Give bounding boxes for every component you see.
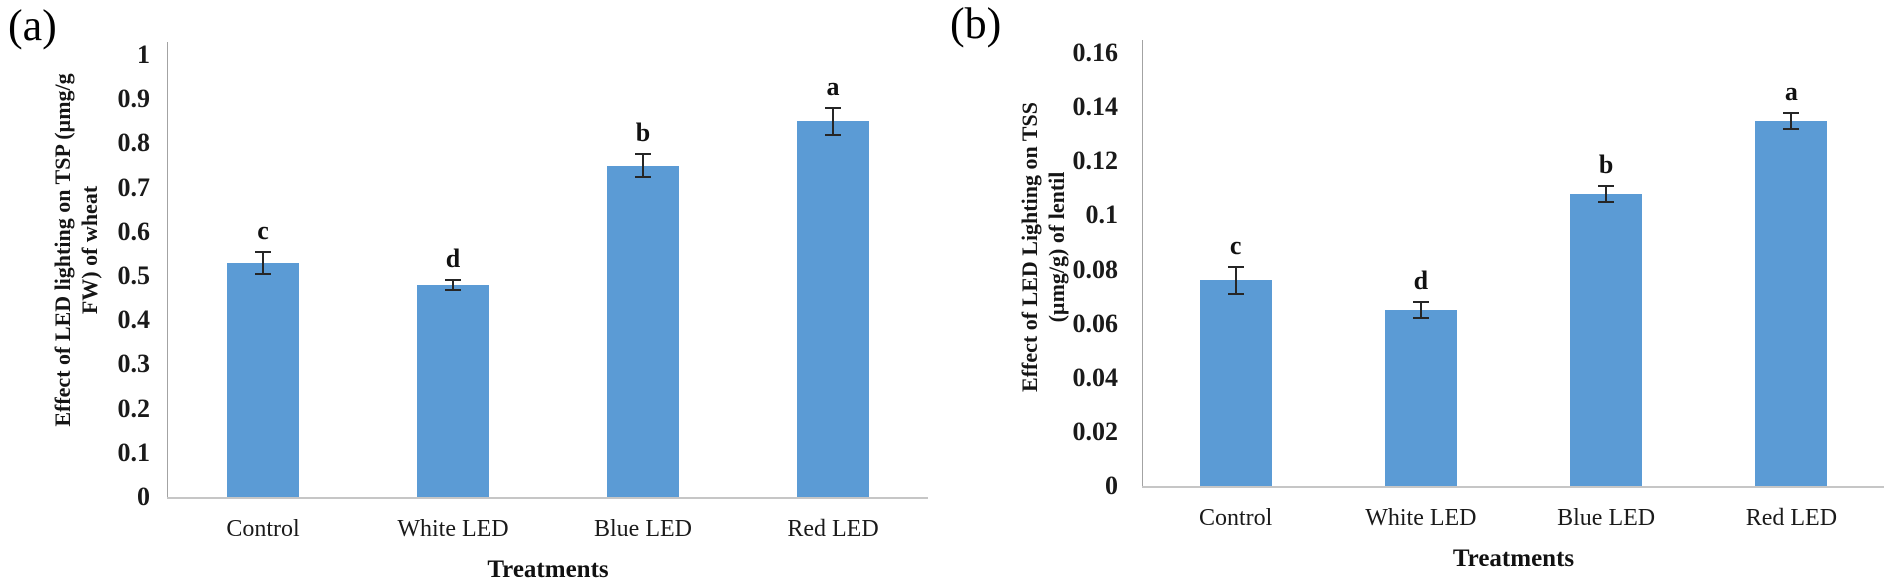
significance-letter: d: [1413, 265, 1429, 295]
panel-b-y-axis-title-line2: (µmg/g) of lentil: [1044, 171, 1069, 323]
y-tick-label: 0.8: [117, 128, 151, 158]
significance-letter: a: [1784, 76, 1798, 106]
error-bar-line: [452, 279, 454, 291]
x-category-label: Red LED: [787, 516, 879, 542]
error-bar-line: [262, 251, 264, 274]
panel-a-tag: (a): [8, 1, 57, 50]
error-bar-line: [1790, 112, 1793, 129]
error-bar-line: [832, 108, 834, 135]
x-category-label: White LED: [1365, 505, 1477, 531]
y-tick-label: 0.4: [117, 305, 151, 335]
error-bar-cap-top: [825, 107, 841, 110]
error-bar-line: [1419, 301, 1422, 319]
significance-letter: c: [1229, 230, 1242, 260]
panel-a-y-axis-line: [166, 42, 168, 497]
y-tick-label: 1: [137, 40, 150, 69]
error-bar-line: [642, 154, 644, 177]
y-tick-label: 0.02: [1072, 416, 1119, 446]
y-tick-label: 0: [1105, 471, 1118, 500]
significance-letter: c: [257, 215, 269, 245]
bar-blue-led: [1570, 193, 1643, 486]
error-bar-cap-top: [445, 278, 461, 281]
error-bar-cap-bottom: [1783, 127, 1800, 130]
error-bar-line: [1605, 185, 1608, 202]
y-tick-label: 0.16: [1072, 38, 1119, 67]
error-bar-cap-bottom: [445, 289, 461, 292]
x-category-label: Red LED: [1745, 505, 1838, 531]
error-bar-cap-bottom: [825, 133, 841, 136]
bar-red-led: [1755, 120, 1828, 486]
y-tick-label: 0.14: [1072, 92, 1119, 122]
panel-b-tag: (b): [950, 0, 1002, 48]
bar-red-led: [797, 121, 869, 497]
error-bar-cap-bottom: [1227, 292, 1244, 295]
error-bar-cap-bottom: [255, 272, 271, 275]
bar-white-led: [417, 284, 489, 497]
significance-letter: d: [445, 243, 461, 273]
y-tick-label: 0.06: [1072, 308, 1119, 338]
panel-b-x-axis-line: [1141, 486, 1884, 488]
y-tick-label: 0.9: [117, 84, 151, 114]
panel-a-x-axis-line: [166, 497, 928, 499]
bar-blue-led: [607, 165, 679, 497]
x-category-label: Control: [1198, 505, 1273, 531]
error-bar-cap-top: [635, 153, 651, 156]
significance-letter: b: [635, 118, 651, 148]
y-tick-label: 0.1: [1085, 200, 1119, 230]
y-tick-label: 0.3: [117, 349, 151, 379]
y-tick-label: 0: [137, 482, 150, 511]
bar-white-led: [1384, 310, 1457, 486]
x-category-label: White LED: [397, 516, 509, 542]
error-bar-cap-top: [255, 250, 271, 253]
x-category-label: Blue LED: [594, 516, 692, 542]
panel-a-x-axis-title: Treatments: [487, 556, 609, 583]
error-bar-cap-bottom: [635, 175, 651, 178]
error-bar-cap-bottom: [1598, 200, 1615, 203]
y-tick-label: 0.6: [117, 216, 151, 246]
bar-control: [227, 262, 299, 497]
panel-b-y-axis-line: [1141, 40, 1143, 486]
y-tick-label: 0.1: [117, 437, 151, 467]
y-tick-label: 0.04: [1072, 362, 1119, 392]
y-tick-label: 0.5: [117, 261, 151, 290]
error-bar-cap-top: [1412, 300, 1429, 303]
y-tick-label: 0.08: [1072, 254, 1119, 284]
significance-letter: b: [1598, 149, 1614, 179]
error-bar-cap-top: [1227, 265, 1244, 268]
bar-control: [1199, 280, 1272, 486]
error-bar-cap-bottom: [1412, 317, 1429, 320]
panel-b-x-axis-title: Treatments: [1452, 545, 1575, 572]
error-bar-cap-top: [1598, 184, 1615, 187]
x-category-label: Blue LED: [1557, 505, 1656, 531]
y-tick-label: 0.7: [117, 172, 151, 202]
error-bar-line: [1234, 266, 1237, 294]
error-bar-cap-top: [1783, 111, 1800, 114]
significance-letter: a: [826, 72, 840, 102]
x-category-label: Control: [226, 516, 300, 542]
y-tick-label: 0.2: [117, 393, 151, 423]
y-tick-label: 0.12: [1072, 146, 1119, 176]
